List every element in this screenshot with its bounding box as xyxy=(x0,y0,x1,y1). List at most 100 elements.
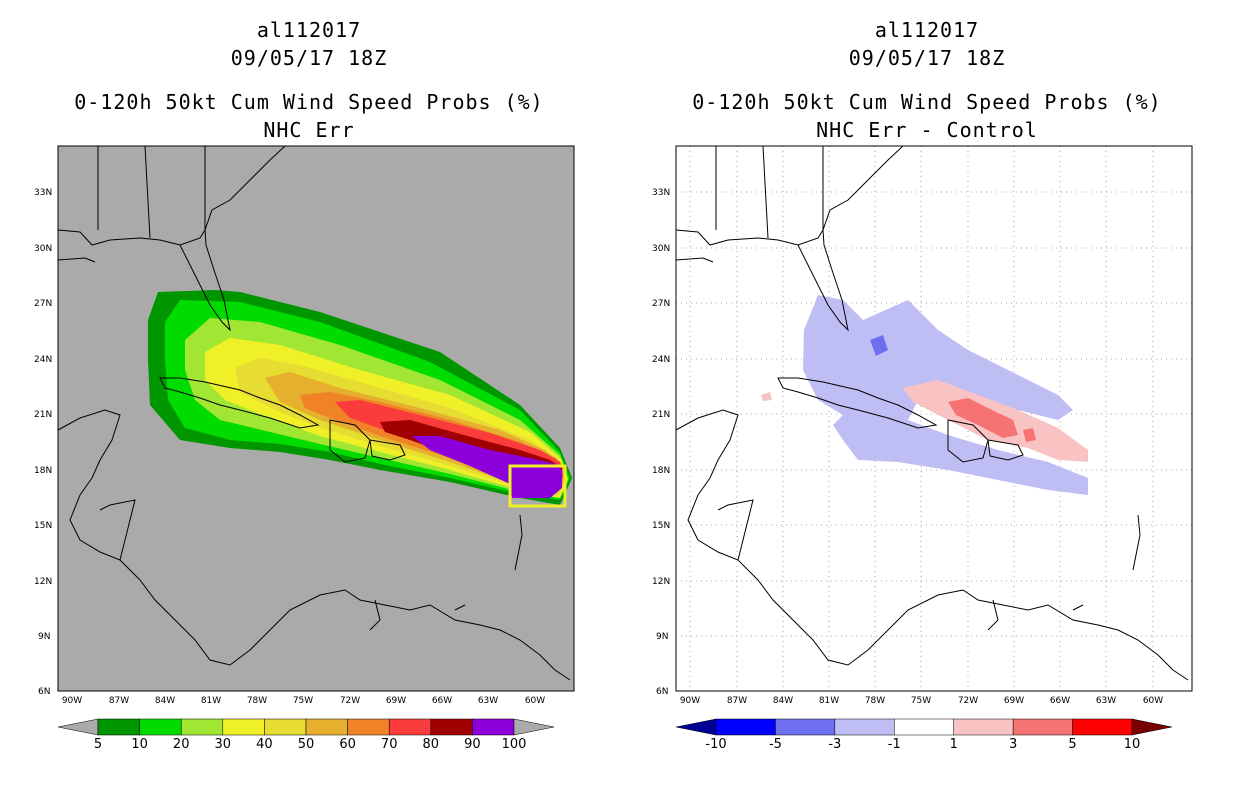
colorbar-label: 30 xyxy=(215,737,232,752)
colorbar-swatch xyxy=(222,718,265,736)
colorbar-label: 10 xyxy=(131,737,148,752)
map-frame: 33N 30N 27N 24N 21N 18N 15N 12N 9N 6N 90… xyxy=(34,145,575,752)
datetime: 09/05/17 18Z xyxy=(848,46,1006,70)
lon-label: 84W xyxy=(155,696,175,706)
lat-label: 9N xyxy=(38,632,50,642)
product-title: 0-120h 50kt Cum Wind Speed Probs (%) xyxy=(692,90,1162,114)
swath-core-outline xyxy=(508,464,567,508)
lon-label: 84W xyxy=(773,696,793,706)
diff-positive-speck xyxy=(761,392,772,401)
colorbar-label: 80 xyxy=(423,737,440,752)
colorbar-swatch xyxy=(139,718,182,736)
colorbar-swatch xyxy=(264,718,307,736)
colorbar-label: 90 xyxy=(464,737,481,752)
colorbar-swatch xyxy=(1012,718,1073,736)
colorbar-swatch xyxy=(180,718,224,736)
lat-label: 15N xyxy=(34,521,52,531)
lat-label: 33N xyxy=(652,188,670,198)
lat-label: 12N xyxy=(652,577,670,587)
lat-label: 6N xyxy=(38,687,50,697)
probability-swath xyxy=(148,290,572,508)
lon-label: 87W xyxy=(727,696,747,706)
colorbar-label: 5 xyxy=(94,737,102,752)
lon-label: 87W xyxy=(109,696,129,706)
lat-labels: 33N 30N 27N 24N 21N 18N 15N 12N 9N 6N xyxy=(34,188,52,697)
map-frame: 33N 30N 27N 24N 21N 18N 15N 12N 9N 6N 90… xyxy=(652,145,1193,752)
lon-label: 69W xyxy=(1004,696,1024,706)
colorbar-label: 100 xyxy=(502,737,527,752)
lat-label: 24N xyxy=(652,355,670,365)
colorbar-swatch xyxy=(305,718,348,736)
colorbar-label: 50 xyxy=(298,737,315,752)
colorbar-swatch xyxy=(894,718,954,736)
colorbar-swatch xyxy=(1072,718,1133,736)
colorbar-swatch xyxy=(715,718,776,736)
lat-label: 27N xyxy=(652,299,670,309)
lat-label: 27N xyxy=(34,299,52,309)
colorbar-label: 1 xyxy=(950,737,958,752)
colorbar-swatch xyxy=(97,718,140,736)
lon-label: 60W xyxy=(1143,696,1163,706)
lat-label: 21N xyxy=(34,410,52,420)
colorbar-label: -1 xyxy=(888,737,901,752)
colorbar-swatch xyxy=(953,718,1014,736)
swath-band-90 xyxy=(412,436,562,498)
lon-label: 81W xyxy=(819,696,839,706)
lon-label: 69W xyxy=(386,696,406,706)
colorbar-swatch xyxy=(834,718,895,736)
lat-label: 24N xyxy=(34,355,52,365)
colorbar-label: 70 xyxy=(381,737,398,752)
lon-label: 81W xyxy=(201,696,221,706)
colorbar-label: 20 xyxy=(173,737,190,752)
lon-label: 78W xyxy=(865,696,885,706)
lon-label: 66W xyxy=(432,696,452,706)
coastlines xyxy=(58,146,571,681)
lat-label: 21N xyxy=(652,410,670,420)
lon-label: 75W xyxy=(293,696,313,706)
lon-label: 78W xyxy=(247,696,267,706)
lon-label: 63W xyxy=(478,696,498,706)
panel-nhc-err: al112017 09/05/17 18Z 0-120h 50kt Cum Wi… xyxy=(34,18,575,752)
colorbar: 5 10 20 30 40 50 60 70 80 90 100 xyxy=(57,718,555,752)
lon-label: 90W xyxy=(680,696,700,706)
colorbar-label: 10 xyxy=(1124,737,1141,752)
colorbar-label: 60 xyxy=(339,737,356,752)
storm-id: al112017 xyxy=(256,18,362,42)
map-border xyxy=(57,145,575,692)
lat-labels: 33N 30N 27N 24N 21N 18N 15N 12N 9N 6N xyxy=(652,188,670,697)
colorbar-label: -3 xyxy=(828,737,841,752)
colorbar-end-high xyxy=(1131,718,1173,736)
colorbar-label: 3 xyxy=(1009,737,1017,752)
colorbar-label: 5 xyxy=(1068,737,1076,752)
map-background xyxy=(676,146,1192,691)
product-title: 0-120h 50kt Cum Wind Speed Probs (%) xyxy=(74,90,544,114)
lat-label: 15N xyxy=(652,521,670,531)
diff-positive-medium xyxy=(948,398,1018,438)
colorbar-label: -10 xyxy=(705,737,726,752)
coastlines xyxy=(676,146,1189,681)
colorbar-end-low xyxy=(675,718,717,736)
difference-field xyxy=(761,295,1088,495)
colorbar-swatch xyxy=(347,718,390,736)
datetime: 09/05/17 18Z xyxy=(230,46,388,70)
colorbar-label: 40 xyxy=(256,737,273,752)
panel-subtitle: NHC Err xyxy=(263,118,355,142)
lon-label: 66W xyxy=(1050,696,1070,706)
diff-positive-small xyxy=(1023,428,1036,442)
lat-label: 30N xyxy=(34,244,52,254)
lon-labels: 90W 87W 84W 81W 78W 75W 72W 69W 66W 63W … xyxy=(62,696,545,706)
colorbar-end-high xyxy=(513,718,555,736)
lon-labels: 90W 87W 84W 81W 78W 75W 72W 69W 66W 63W … xyxy=(680,696,1163,706)
lon-label: 72W xyxy=(340,696,360,706)
colorbar-swatch xyxy=(472,718,515,736)
lon-label: 75W xyxy=(911,696,931,706)
storm-id: al112017 xyxy=(874,18,980,42)
panel-subtitle: NHC Err - Control xyxy=(816,118,1038,142)
colorbar: -10 -5 -3 -1 1 3 5 10 xyxy=(675,718,1173,752)
lat-label: 18N xyxy=(34,466,52,476)
map-border xyxy=(675,145,1193,692)
colorbar-label: -5 xyxy=(769,737,782,752)
lon-label: 63W xyxy=(1096,696,1116,706)
diff-negative-medium xyxy=(870,335,888,356)
colorbar-end-low xyxy=(57,718,99,736)
